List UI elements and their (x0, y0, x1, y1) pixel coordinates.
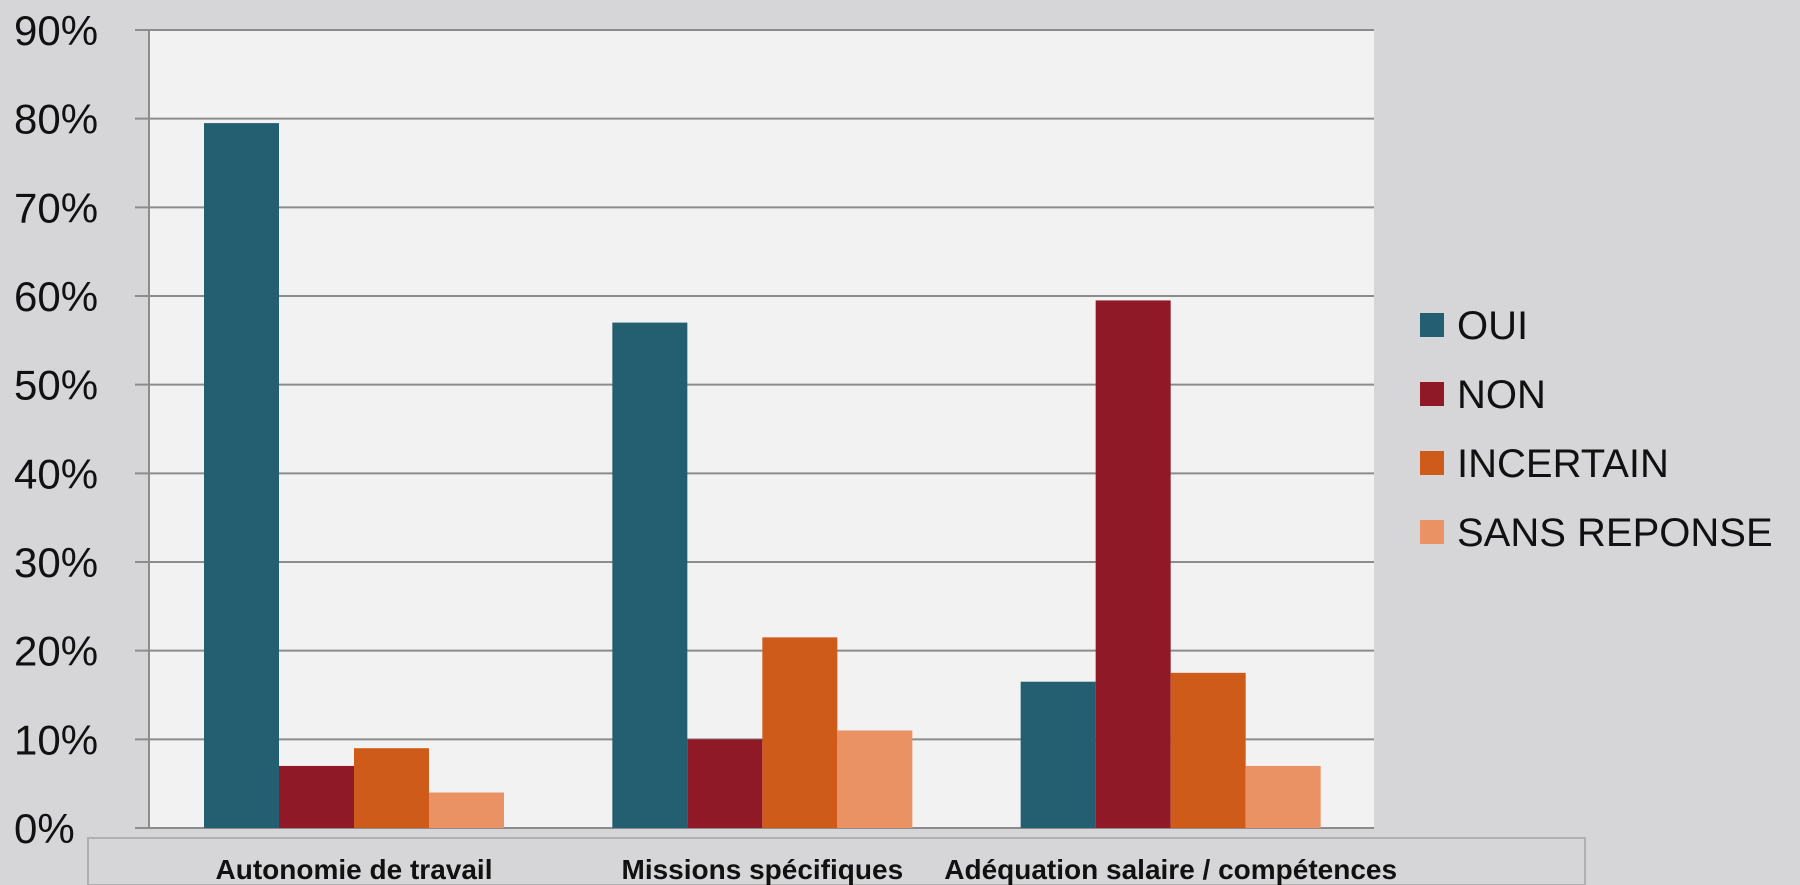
bar-non (687, 739, 763, 828)
bar-sans-reponse (1245, 765, 1321, 828)
bar-incertain (354, 748, 429, 828)
y-tick-label: 10% (14, 716, 98, 763)
x-tick-label: Missions spécifiques (622, 854, 904, 885)
bar-incertain (762, 637, 838, 828)
y-tick-label: 50% (14, 362, 98, 409)
legend-swatch (1420, 313, 1444, 337)
y-tick-label: 0% (14, 805, 75, 852)
legend-label: SANS REPONSE (1457, 511, 1773, 555)
bars (204, 123, 1321, 829)
legend-swatch (1420, 520, 1444, 544)
x-tick-label: Adéquation salaire / compétences (944, 854, 1397, 885)
bar-non (1095, 300, 1171, 828)
legend-label: NON (1457, 373, 1546, 417)
y-tick-label: 80% (14, 96, 98, 143)
y-tick-label: 70% (14, 184, 98, 231)
bar-oui (204, 123, 279, 829)
y-tick-label: 20% (14, 628, 98, 675)
legend-label: INCERTAIN (1457, 442, 1669, 486)
bar-oui (612, 322, 688, 828)
legend-label: OUI (1457, 304, 1528, 348)
x-tick-labels: Autonomie de travail Missions spécifiques… (216, 854, 1398, 885)
bar-sans-reponse (429, 792, 504, 828)
y-tick-label: 40% (14, 450, 98, 497)
bar-sans-reponse (837, 730, 913, 828)
x-tick-label: Autonomie de travail (216, 854, 493, 885)
legend-swatch (1420, 451, 1444, 475)
y-tick-labels: 0% 10% 20% 30% 40% 50% 60% 70% 80% 90% (14, 7, 98, 852)
legend-swatch (1420, 382, 1444, 406)
y-tick-label: 60% (14, 273, 98, 320)
bar-incertain (1170, 672, 1246, 828)
y-tick-label: 30% (14, 539, 98, 586)
y-tick-label: 90% (14, 7, 98, 54)
category-axis-box (87, 837, 1586, 885)
legend: OUI NON INCERTAIN SANS REPONSE (1420, 304, 1773, 555)
bar-oui (1020, 681, 1096, 828)
bar-non (279, 765, 354, 828)
